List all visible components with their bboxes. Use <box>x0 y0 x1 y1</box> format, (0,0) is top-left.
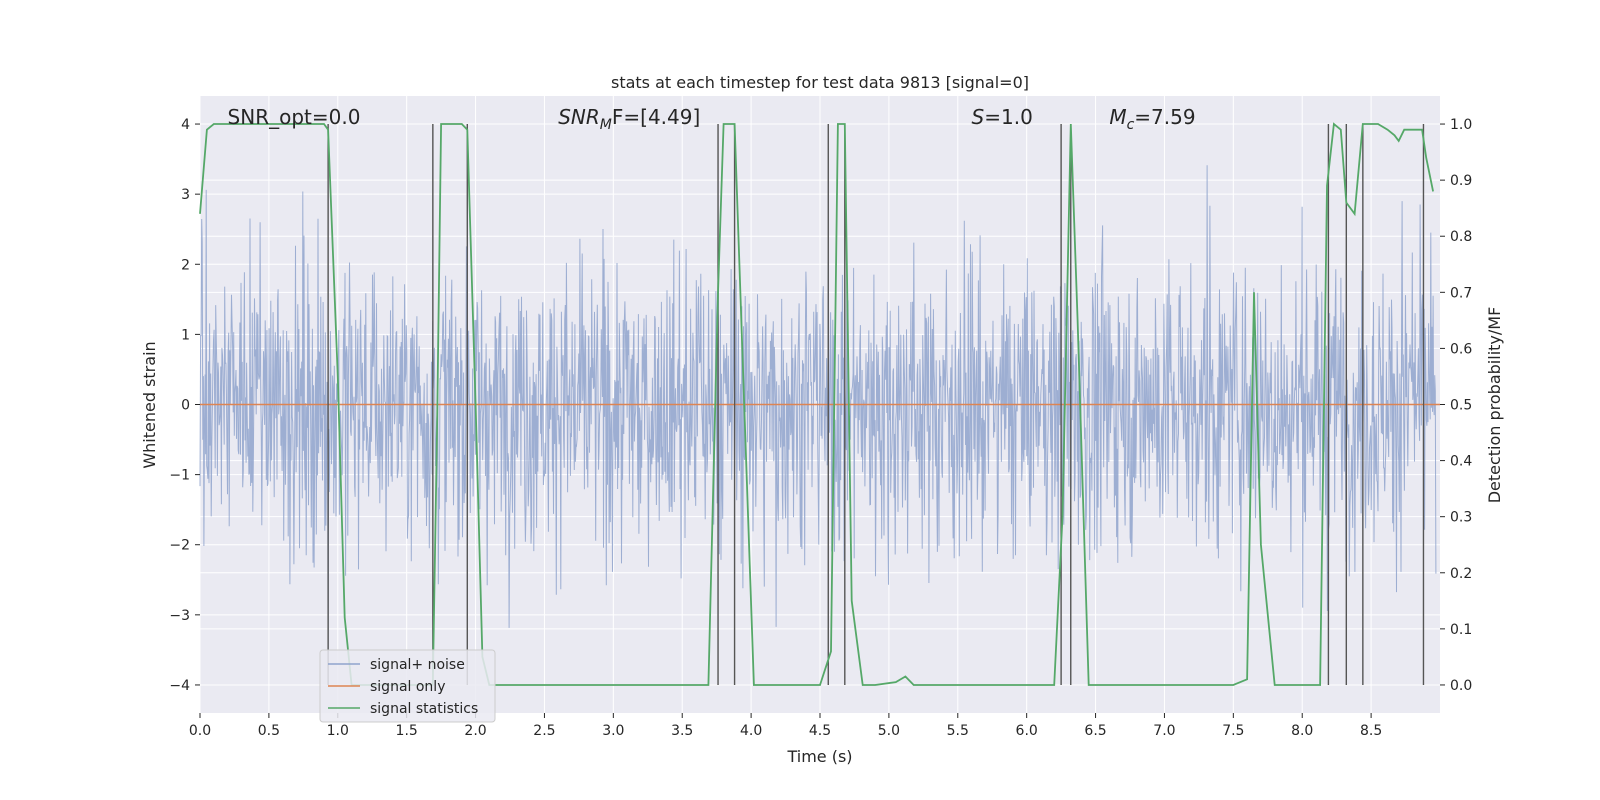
legend-label-noise: signal+ noise <box>370 657 465 673</box>
y-tick-label: 3 <box>181 187 190 203</box>
y-tick-label: −1 <box>169 468 190 484</box>
x-tick-label: 0.0 <box>189 723 211 739</box>
x-tick-label: 3.0 <box>602 723 624 739</box>
legend-label-signal: signal only <box>370 679 445 695</box>
x-tick-label: 0.5 <box>258 723 280 739</box>
x-tick-label: 8.0 <box>1291 723 1313 739</box>
signal-noise-series <box>199 165 1437 671</box>
x-tick-label: 2.0 <box>464 723 486 739</box>
x-tick-label: 4.5 <box>809 723 831 739</box>
x-tick-label: 5.0 <box>878 723 900 739</box>
annotation-snr-mf: SNRMF=[4.49] <box>558 105 700 133</box>
x-tick-label: 1.0 <box>327 723 349 739</box>
detection-vlines <box>327 124 1425 685</box>
y2-tick-label: 0.8 <box>1450 229 1472 245</box>
y2-tick-label: 0.5 <box>1450 398 1472 414</box>
chart-title: stats at each timestep for test data 981… <box>611 73 1029 92</box>
y-tick-label: 4 <box>181 117 190 133</box>
x-tick-label: 7.0 <box>1153 723 1175 739</box>
y-tick-label: 0 <box>181 398 190 414</box>
y2-tick-label: 0.9 <box>1450 173 1472 189</box>
annotation-s: S=1.0 <box>972 105 1033 129</box>
x-tick-label: 1.5 <box>396 723 418 739</box>
noise-trace <box>199 165 1437 671</box>
x-tick-label: 2.5 <box>533 723 555 739</box>
y-tick-label: 1 <box>181 327 190 343</box>
x-tick-label: 6.5 <box>1084 723 1106 739</box>
x-tick-label: 4.0 <box>740 723 762 739</box>
x-tick-label: 8.5 <box>1360 723 1382 739</box>
annotation-snr-opt: SNR_opt=0.0 <box>228 105 361 129</box>
y2-axis-label: Detection probability/MF <box>1485 307 1504 504</box>
y-tick-label: −2 <box>169 538 190 554</box>
x-tick-label: 5.5 <box>947 723 969 739</box>
y-axis-label: Whitened strain <box>140 341 159 468</box>
annotation-mc: Mc=7.59 <box>1109 105 1195 133</box>
y2-tick-label: 1.0 <box>1450 117 1472 133</box>
y-tick-label: 2 <box>181 257 190 273</box>
y2-tick-label: 0.0 <box>1450 678 1472 694</box>
y2-tick-label: 0.1 <box>1450 622 1472 638</box>
legend: signal+ noise signal only signal statist… <box>319 649 496 723</box>
x-tick-label: 7.5 <box>1222 723 1244 739</box>
y2-tick-label: 0.3 <box>1450 510 1472 526</box>
y-tick-label: −4 <box>169 678 190 694</box>
y2-tick-label: 0.6 <box>1450 341 1472 357</box>
y2-tick-label: 0.2 <box>1450 566 1472 582</box>
ticks: 0.0 0.5 1.0 1.5 2.0 2.5 3.0 3.5 4.0 4.5 5.0 5.5 6.0 6… <box>169 117 1472 739</box>
annotations: SNR_opt=0.0 SNRMF=[4.49] S=1.0 Mc=7.59 <box>228 105 1196 133</box>
y-tick-label: −3 <box>169 608 190 624</box>
x-axis-label: Time (s) <box>786 747 852 766</box>
x-tick-label: 6.0 <box>1016 723 1038 739</box>
y2-tick-label: 0.7 <box>1450 285 1472 301</box>
y2-tick-label: 0.4 <box>1450 454 1472 470</box>
x-tick-label: 3.5 <box>671 723 693 739</box>
legend-label-stats: signal statistics <box>370 701 478 717</box>
